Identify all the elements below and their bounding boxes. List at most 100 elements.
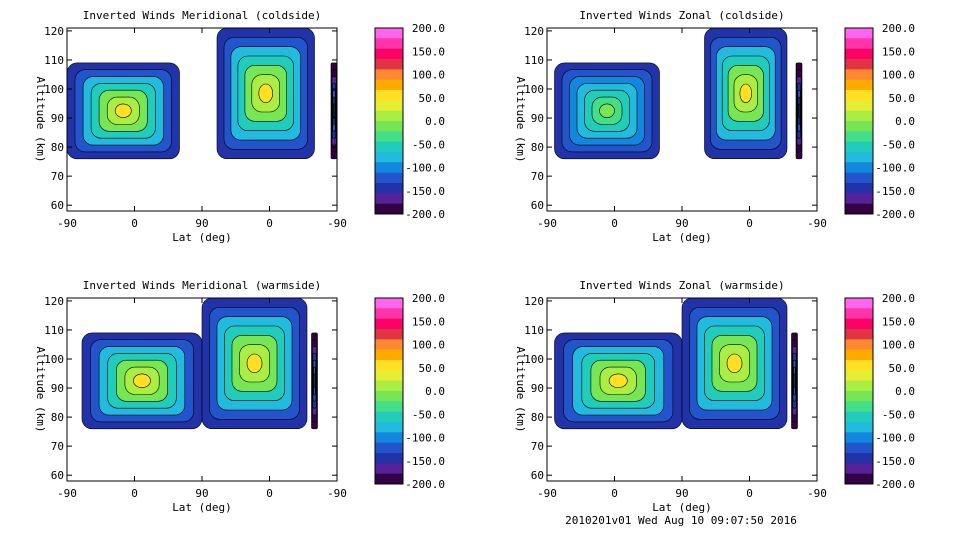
- x-tick-label: -90: [537, 487, 557, 500]
- contour-region-1: [599, 103, 615, 118]
- data-regions: [81, 298, 318, 430]
- colorbar-label: -150.0: [875, 185, 915, 198]
- colorbar-swatch: [375, 318, 403, 330]
- colorbar-label: 50.0: [419, 92, 446, 105]
- colorbar-frame: [374, 297, 404, 485]
- x-tick-label: 90: [675, 217, 688, 230]
- y-tick-label: 120: [44, 25, 64, 38]
- colorbar-swatch: [375, 432, 403, 444]
- contour-region-2: [726, 353, 743, 374]
- x-tick-label: 0: [611, 217, 618, 230]
- x-tick-label: 0: [746, 217, 753, 230]
- contour-region-1: [608, 373, 628, 388]
- colorbar-swatch: [375, 203, 403, 215]
- colorbar-swatch: [845, 370, 873, 382]
- contour-region-2: [246, 353, 263, 374]
- colorbar-swatch: [375, 38, 403, 50]
- x-tick-label: 0: [131, 487, 138, 500]
- x-axis-label: Lat (deg): [172, 501, 232, 514]
- colorbar-swatch: [845, 79, 873, 91]
- colorbar: 200.0 150.0 100.0 50.0 0.0 -50.0 -100.0 -150.0 -…: [844, 292, 916, 491]
- colorbar-swatch: [845, 59, 873, 70]
- colorbar-swatch: [845, 121, 873, 132]
- contour-region-1: [114, 103, 132, 118]
- y-axis-label: Altitude (km): [514, 346, 527, 432]
- colorbar-label: 50.0: [889, 92, 916, 105]
- colorbar-swatch: [375, 152, 403, 163]
- colorbar-swatch: [375, 453, 403, 464]
- colorbar-swatch: [375, 183, 403, 194]
- y-tick-label: 110: [524, 54, 544, 67]
- x-tick-label: -90: [57, 217, 77, 230]
- colorbar-swatch: [375, 100, 403, 112]
- colorbar-swatch: [845, 28, 873, 39]
- colorbar-label: -200.0: [405, 478, 445, 491]
- x-tick-label: -90: [327, 487, 347, 500]
- y-tick-label: 120: [524, 295, 544, 308]
- colorbar-swatch: [845, 308, 873, 320]
- contour-region-3: [313, 373, 316, 388]
- colorbar-swatch: [845, 203, 873, 215]
- colorbar-swatch: [375, 463, 403, 475]
- y-tick-label: 120: [524, 25, 544, 38]
- x-axis-label: Lat (deg): [172, 231, 232, 244]
- colorbar-label: 0.0: [425, 385, 445, 398]
- panel-title: Inverted Winds Meridional (coldside): [83, 9, 321, 22]
- colorbar-swatch: [845, 100, 873, 112]
- y-tick-label: 110: [524, 324, 544, 337]
- y-tick-label: 90: [531, 382, 544, 395]
- colorbar-swatch: [375, 28, 403, 39]
- colorbar-label: 150.0: [882, 315, 915, 328]
- colorbar-swatch: [845, 339, 873, 351]
- colorbar-swatch: [845, 298, 873, 309]
- y-tick-label: 100: [524, 83, 544, 96]
- colorbar-swatch: [845, 110, 873, 122]
- colorbar-label: 200.0: [412, 22, 445, 35]
- colorbar-swatch: [375, 48, 403, 60]
- panel-2: Inverted Winds Zonal (coldside) 60 70 80 90 1…: [514, 9, 915, 244]
- colorbar-swatch: [845, 69, 873, 81]
- panel-title: Inverted Winds Zonal (coldside): [579, 9, 784, 22]
- colorbar-label: -150.0: [875, 455, 915, 468]
- colorbar-label: -100.0: [405, 432, 445, 445]
- colorbar-label: -200.0: [875, 208, 915, 221]
- colorbar-swatch: [375, 329, 403, 340]
- panel-1: Inverted Winds Meridional (coldside) 60 70…: [34, 9, 445, 244]
- colorbar-swatch: [375, 131, 403, 143]
- colorbar-label: -150.0: [405, 455, 445, 468]
- y-tick-label: 80: [531, 411, 544, 424]
- y-axis-label: Altitude (km): [514, 76, 527, 162]
- colorbar: 200.0 150.0 100.0 50.0 0.0 -50.0 -100.0 -150.0 -…: [844, 22, 916, 221]
- x-tick-label: -90: [327, 217, 347, 230]
- colorbar-swatch: [845, 411, 873, 423]
- colorbar-swatch: [375, 90, 403, 101]
- colorbar-frame: [844, 27, 874, 215]
- colorbar-swatch: [845, 90, 873, 101]
- y-tick-label: 80: [51, 141, 64, 154]
- colorbar-swatch: [375, 339, 403, 351]
- y-tick-label: 70: [531, 440, 544, 453]
- colorbar-swatch: [845, 463, 873, 475]
- colorbar-label: -100.0: [875, 432, 915, 445]
- x-tick-label: -90: [807, 487, 827, 500]
- colorbar-label: -50.0: [412, 138, 445, 151]
- colorbar-swatch: [375, 360, 403, 371]
- colorbar: 200.0 150.0 100.0 50.0 0.0 -50.0 -100.0 -150.0 -…: [374, 22, 446, 221]
- colorbar-label: -50.0: [882, 408, 915, 421]
- colorbar-swatch: [375, 162, 403, 174]
- colorbar-label: 50.0: [889, 362, 916, 375]
- timestamp-footer: 2010201v01 Wed Aug 10 09:07:50 2016: [565, 514, 797, 527]
- panel-title: Inverted Winds Zonal (warmside): [579, 279, 784, 292]
- y-tick-label: 80: [531, 141, 544, 154]
- colorbar-label: -50.0: [412, 408, 445, 421]
- colorbar-swatch: [375, 380, 403, 392]
- y-tick-label: 120: [44, 295, 64, 308]
- x-tick-label: 0: [131, 217, 138, 230]
- colorbar-swatch: [375, 69, 403, 81]
- contour-region-3: [798, 103, 800, 118]
- colorbar-swatch: [845, 401, 873, 413]
- x-tick-label: 90: [195, 487, 208, 500]
- y-tick-label: 110: [44, 324, 64, 337]
- colorbar-swatch: [375, 298, 403, 309]
- colorbar-swatch: [375, 141, 403, 153]
